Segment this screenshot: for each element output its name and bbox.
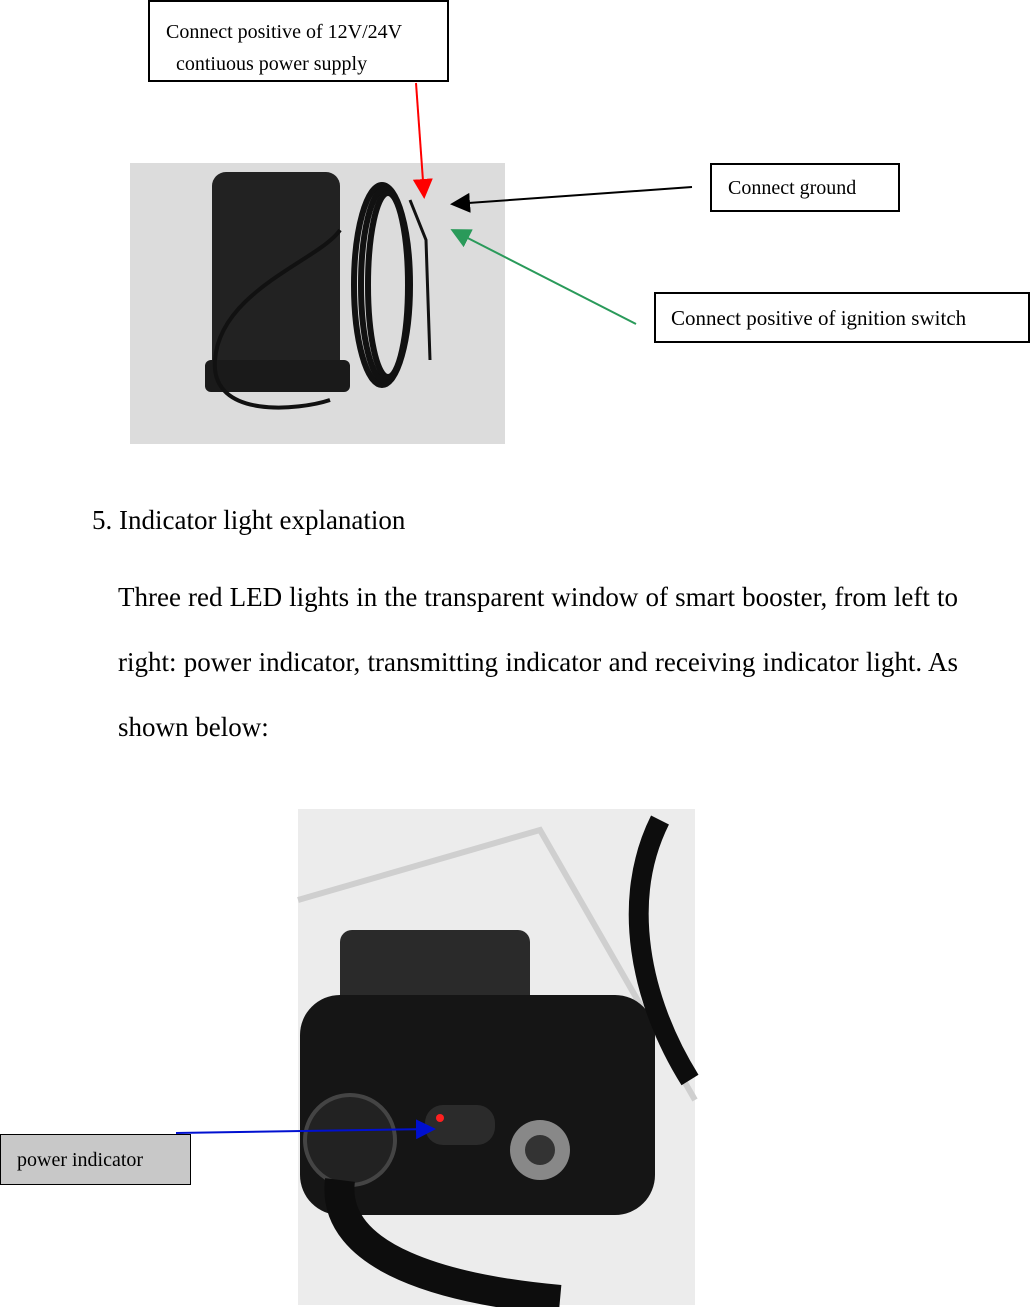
device-photo-top	[130, 163, 505, 444]
paragraph: Three red LED lights in the transparent …	[118, 582, 958, 742]
arrow	[175, 1119, 436, 1140]
callout-box: power indicator	[0, 1134, 191, 1185]
callout-box: Connect ground	[710, 163, 900, 212]
arrow	[450, 186, 693, 213]
callout-text: power indicator	[17, 1149, 144, 1171]
device-photo-bottom	[297, 809, 699, 1307]
callout-box: Connect positive of 12V/24V contiuous po…	[148, 0, 449, 82]
callout-text: Connect ground	[728, 177, 857, 199]
arrow	[450, 229, 637, 325]
callout-box: Connect positive of ignition switch	[654, 292, 1030, 343]
section-heading: 5. Indicator light explanation	[92, 505, 406, 535]
arrow	[412, 82, 433, 199]
callout-text: Connect positive of 12V/24V	[166, 21, 403, 43]
callout-text: Connect positive of ignition switch	[671, 306, 967, 330]
callout-text: contiuous power supply	[176, 53, 368, 75]
